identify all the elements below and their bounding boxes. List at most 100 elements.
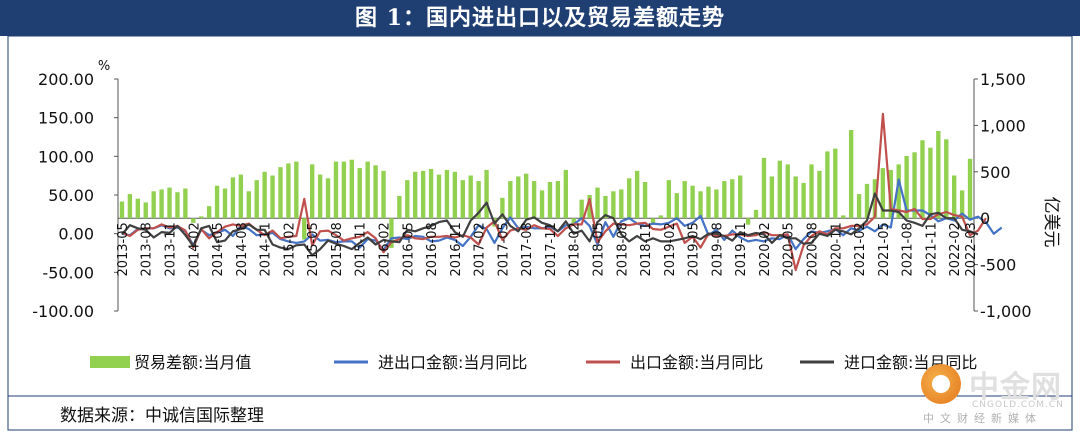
trade-balance-bar	[722, 181, 727, 219]
left-tick-label: 50.00	[48, 186, 94, 205]
trade-balance-bar	[381, 170, 386, 219]
trade-balance-bar	[183, 188, 188, 219]
trade-balance-bar	[484, 169, 489, 219]
x-tick-label: 2018-02	[568, 222, 583, 276]
trade-balance-bar	[817, 170, 822, 219]
trade-balance-bar	[357, 168, 362, 219]
x-tick-label: 2019-02	[663, 222, 678, 276]
trade-balance-bar	[436, 174, 442, 219]
logo-badge-icon	[921, 364, 961, 404]
trade-balance-bar	[175, 192, 180, 219]
x-tick-label: 2021-11	[924, 222, 939, 276]
trade-balance-bar	[278, 167, 283, 219]
labels-layer: 200.00 150.00 100.00 50.00 0.00 -50.00 -100.00…	[32, 59, 1061, 321]
trade-balance-bar	[698, 191, 703, 219]
left-tick-label: -100.00	[32, 302, 94, 321]
trade-balance-bar	[222, 188, 228, 219]
trade-balance-bar	[753, 209, 759, 219]
trade-balance-bar	[825, 151, 830, 219]
left-tick-label: 200.00	[38, 70, 94, 89]
legend-label: 出口金额:当月同比	[630, 353, 763, 372]
right-tick-label: 1,000	[980, 116, 1026, 135]
trade-balance-bar	[420, 170, 426, 219]
trade-balance-bar	[888, 169, 893, 219]
trade-balance-bar	[841, 215, 846, 219]
trade-balance-bar	[397, 195, 402, 219]
trade-balance-bar	[642, 182, 648, 219]
trade-balance-bar	[848, 130, 854, 219]
x-tick-label: 2014-02	[187, 222, 202, 276]
trade-balance-bar	[793, 176, 798, 219]
trade-balance-bar	[214, 185, 220, 219]
x-tick-label: 2014-05	[211, 222, 226, 276]
trade-balance-bar	[880, 168, 886, 219]
trade-balance-bar	[745, 218, 751, 225]
trade-balance-bar	[270, 175, 275, 219]
trade-balance-bar	[856, 194, 862, 219]
import-yoy-line	[121, 192, 979, 257]
trade-balance-bar	[460, 180, 465, 219]
trade-balance-bar	[127, 194, 133, 219]
axes-layer	[114, 78, 978, 312]
x-tick-label: 2013-05	[116, 222, 131, 276]
trade-balance-bar	[286, 163, 291, 219]
trade-balance-bar	[325, 178, 331, 219]
logo-subtitle: 中文财经新媒体	[923, 412, 1042, 425]
trade-balance-bar	[452, 171, 458, 219]
trade-balance-bar	[872, 179, 878, 219]
x-tick-label: 2021-08	[901, 222, 916, 276]
x-tick-label: 2015-11	[354, 222, 369, 276]
trade-balance-bar	[674, 193, 679, 219]
logo-text: 中金网	[969, 370, 1062, 405]
x-tick-label: 2021-02	[853, 222, 868, 276]
trade-balance-bar	[159, 189, 164, 219]
x-tick-label: 2015-02	[282, 222, 297, 276]
logo: 中金网 CNGOLD.COM.CN 中文财经新媒体	[915, 360, 1075, 430]
trade-balance-bar	[500, 197, 505, 219]
trade-balance-bar	[603, 195, 608, 219]
trade-balance-bar	[508, 181, 513, 219]
trade-balance-bar	[936, 130, 941, 219]
logo-url: CNGOLD.COM.CN	[972, 400, 1064, 410]
trade-balance-bar	[531, 181, 537, 219]
x-tick-label: 2016-02	[378, 222, 393, 276]
trade-balance-bar	[254, 180, 259, 219]
trade-balance-bar	[199, 216, 204, 219]
trade-balance-bar	[317, 174, 323, 219]
right-tick-label: 1,500	[980, 70, 1026, 89]
trade-balance-bar	[967, 158, 973, 219]
trade-balance-bar	[952, 175, 957, 219]
legend-label: 进出口金额:当月同比	[378, 353, 527, 372]
trade-balance-bar	[769, 176, 775, 219]
x-tick-label: 2020-08	[806, 222, 821, 276]
x-tick-label: 2021-05	[877, 222, 892, 276]
trade-balance-bar	[944, 139, 949, 219]
trade-balance-bar	[294, 161, 299, 219]
x-tick-label: 2019-05	[687, 222, 702, 276]
trade-balance-bar	[555, 181, 561, 219]
trade-balance-bar	[833, 148, 838, 219]
trade-balance-bar	[738, 175, 743, 219]
x-tick-label: 2016-11	[449, 222, 464, 276]
trade-balance-bar	[468, 175, 473, 219]
trade-balance-bar	[333, 161, 339, 219]
outer-frame	[7, 35, 1073, 431]
trade-balance-bar	[167, 187, 172, 219]
trade-balance-bar	[619, 189, 624, 219]
x-tick-label: 2019-08	[710, 222, 725, 276]
trade-balance-bar	[238, 174, 244, 219]
trade-balance-bar	[341, 161, 347, 219]
left-tick-label: 150.00	[38, 109, 94, 128]
trade-balance-bar	[801, 182, 806, 219]
x-tick-label: 2020-05	[782, 222, 797, 276]
trade-balance-bar	[650, 218, 656, 225]
trade-balance-bar	[310, 164, 315, 219]
x-tick-label: 2018-11	[639, 222, 654, 276]
trade-balance-bar	[563, 169, 568, 219]
x-tick-label: 2016-08	[425, 222, 440, 276]
trade-balance-bar	[959, 190, 965, 219]
x-tick-label: 2017-02	[473, 222, 488, 276]
trade-balance-bar	[579, 199, 584, 219]
x-tick-label: 2013-11	[164, 222, 179, 276]
